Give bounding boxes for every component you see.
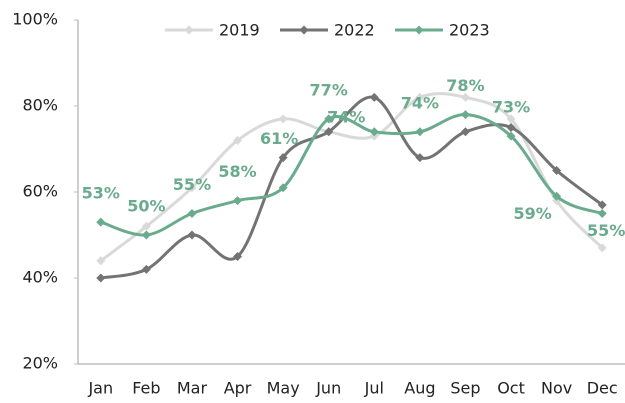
- x-tick-label: Nov: [541, 379, 572, 398]
- y-tick-label: 60%: [22, 182, 58, 201]
- marker: [278, 153, 288, 163]
- x-tick-label: Jan: [87, 379, 113, 398]
- marker: [460, 92, 470, 102]
- x-tick-label: Apr: [224, 379, 252, 398]
- marker: [141, 221, 151, 231]
- legend-label: 2019: [219, 21, 260, 40]
- data-label: 74%: [401, 93, 439, 112]
- x-tick-label: Feb: [132, 379, 160, 398]
- x-tick-label: Jul: [364, 379, 384, 398]
- marker: [597, 209, 607, 218]
- data-label: 58%: [218, 162, 256, 181]
- marker: [278, 183, 288, 193]
- x-tick-label: Oct: [497, 379, 525, 398]
- marker: [187, 183, 197, 193]
- marker: [506, 114, 516, 124]
- marker: [460, 127, 470, 137]
- y-tick-label: 20%: [22, 354, 58, 373]
- marker: [597, 200, 607, 210]
- marker: [233, 252, 243, 261]
- marker: [552, 166, 562, 175]
- marker: [369, 127, 379, 137]
- legend-label: 2022: [334, 21, 375, 40]
- marker: [415, 127, 425, 137]
- marker: [415, 153, 425, 163]
- marker: [233, 135, 243, 145]
- marker: [415, 92, 425, 102]
- data-label: 55%: [587, 221, 625, 240]
- legend-marker: [414, 25, 424, 35]
- x-tick-label: Aug: [404, 379, 435, 398]
- y-tick-label: 80%: [22, 96, 58, 115]
- legend-marker: [184, 25, 194, 35]
- data-label: 50%: [127, 197, 165, 216]
- x-tick-label: Sep: [450, 379, 480, 398]
- y-tick-label: 40%: [22, 268, 58, 287]
- x-tick-label: May: [267, 379, 300, 398]
- marker: [597, 243, 607, 253]
- data-label: 77%: [310, 80, 348, 99]
- marker: [369, 92, 379, 102]
- legend-marker: [299, 25, 309, 35]
- marker: [506, 131, 516, 141]
- marker: [324, 114, 334, 124]
- marker: [552, 191, 562, 201]
- x-tick-label: Jun: [315, 379, 341, 398]
- data-label: 73%: [492, 98, 530, 117]
- marker: [96, 256, 106, 266]
- marker: [96, 217, 106, 227]
- data-label: 59%: [513, 204, 551, 223]
- x-tick-label: Mar: [177, 379, 208, 398]
- marker: [141, 230, 151, 240]
- data-label: 53%: [82, 184, 120, 203]
- marker: [96, 273, 106, 283]
- marker: [460, 110, 470, 120]
- data-label: 61%: [260, 129, 298, 148]
- marker: [278, 114, 288, 124]
- marker: [324, 127, 334, 137]
- marker: [187, 230, 197, 240]
- data-label: 78%: [446, 76, 484, 95]
- legend-label: 2023: [449, 21, 490, 40]
- x-tick-label: Dec: [587, 379, 618, 398]
- data-label: 55%: [173, 175, 211, 194]
- marker: [187, 209, 197, 218]
- marker: [233, 196, 243, 206]
- y-tick-label: 100%: [12, 10, 58, 29]
- marker: [506, 123, 516, 132]
- data-label: 74%: [327, 107, 365, 126]
- marker: [141, 264, 151, 274]
